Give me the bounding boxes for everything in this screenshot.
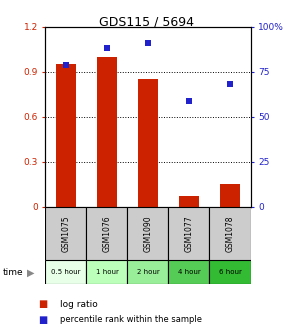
Bar [168,260,209,284]
Point [105,46,109,51]
Point [146,40,150,46]
Bar [45,207,86,260]
Text: ▶: ▶ [27,268,35,278]
Text: GSM1090: GSM1090 [144,215,152,252]
Bar [220,184,240,207]
Bar [86,207,127,260]
Text: 1 hour: 1 hour [96,269,118,275]
Text: percentile rank within the sample: percentile rank within the sample [60,316,202,324]
Text: 4 hour: 4 hour [178,269,200,275]
Text: GSM1077: GSM1077 [185,215,193,252]
Text: 6 hour: 6 hour [219,269,241,275]
Text: log ratio: log ratio [60,300,98,308]
Bar [127,260,168,284]
Text: GSM1078: GSM1078 [226,215,234,252]
Bar [56,64,76,207]
Point [228,82,232,87]
Text: time: time [3,268,23,277]
Text: ■: ■ [38,299,47,309]
Bar [168,207,209,260]
Bar [97,57,117,207]
Text: GDS115 / 5694: GDS115 / 5694 [99,15,194,28]
Bar [86,260,127,284]
Bar [127,207,168,260]
Bar [45,260,86,284]
Text: GSM1075: GSM1075 [62,215,70,252]
Text: 2 hour: 2 hour [137,269,159,275]
Text: GSM1076: GSM1076 [103,215,111,252]
Bar [138,79,158,207]
Point [187,98,191,103]
Bar [179,196,199,207]
Bar [209,260,251,284]
Text: ■: ■ [38,315,47,325]
Text: 0.5 hour: 0.5 hour [51,269,81,275]
Point [64,62,68,67]
Bar [209,207,251,260]
